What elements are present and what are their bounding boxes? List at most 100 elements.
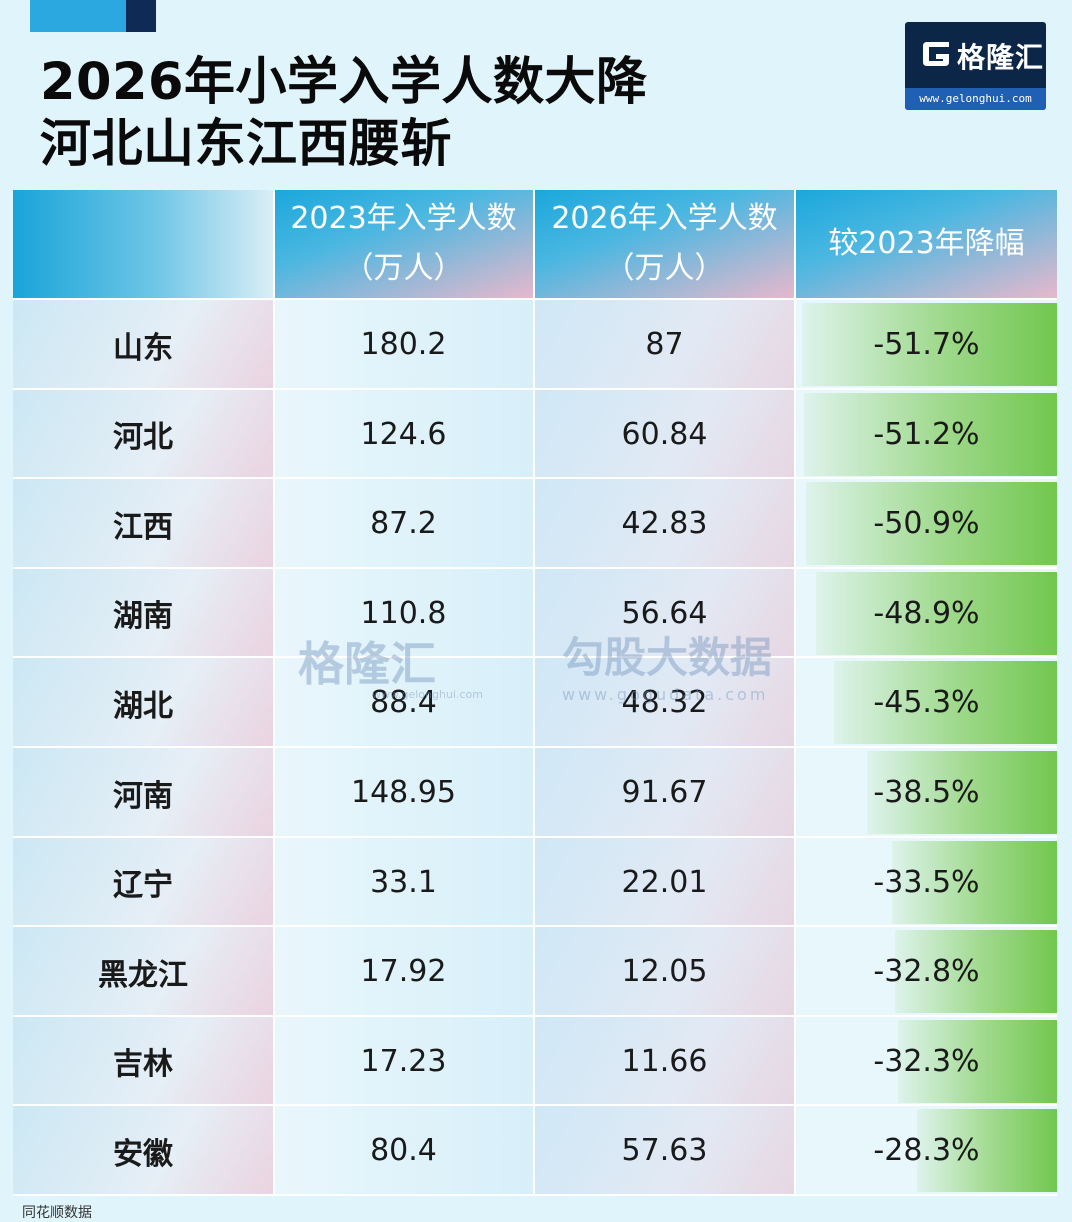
value-2026-cell: 60.84	[535, 389, 794, 479]
corner-accent-bar	[30, 0, 156, 32]
footer-source-text: 同花顺数据	[22, 1205, 92, 1221]
province-cell: 安徽	[13, 1106, 273, 1196]
decline-bar	[806, 482, 1057, 566]
decline-label: -51.7%	[873, 327, 980, 362]
value-2026-cell: 48.32	[535, 658, 794, 748]
row-divider	[13, 925, 1057, 928]
row-divider	[13, 1014, 1057, 1017]
decline-bar	[917, 1109, 1057, 1193]
header-cell-province	[13, 190, 273, 298]
table-row: 河南 148.95 91.67 -38.5%	[13, 748, 1057, 837]
decline-label: -51.2%	[873, 416, 980, 452]
value-2026-cell: 22.01	[535, 837, 794, 927]
header-line-1: 较2023年降幅	[828, 226, 1025, 261]
value-2023-cell: 88.4	[274, 658, 533, 748]
row-divider	[13, 835, 1057, 838]
decline-bar	[804, 392, 1057, 476]
decline-cell: -51.7%	[796, 300, 1057, 389]
column-divider	[273, 190, 275, 1196]
value-2026-cell: 87	[535, 300, 794, 389]
decline-label: -28.3%	[873, 1133, 980, 1169]
table-row: 山东 180.2 87 -51.7%	[13, 300, 1057, 389]
value-2026-cell: 42.83	[535, 479, 794, 569]
header-cell-decline: 较2023年降幅	[796, 190, 1057, 298]
table-row: 辽宁 33.1 22.01 -33.5%	[13, 837, 1057, 927]
value-2023-cell: 110.8	[274, 568, 533, 658]
decline-cell: -50.9%	[796, 479, 1057, 569]
decline-cell: -38.5%	[796, 748, 1057, 837]
row-divider	[13, 477, 1057, 480]
header-line-2: （万人）	[604, 251, 725, 286]
row-divider	[13, 1194, 1057, 1196]
decline-cell: -32.8%	[796, 927, 1057, 1017]
value-2023-cell: 180.2	[274, 300, 533, 389]
decline-label: -33.5%	[873, 864, 980, 900]
decline-cell: -32.3%	[796, 1016, 1057, 1106]
value-2026-cell: 57.63	[535, 1106, 794, 1196]
value-2026-cell: 56.64	[535, 568, 794, 658]
decline-label: -32.3%	[873, 1043, 980, 1079]
corner-accent-dark	[126, 0, 156, 32]
decline-bar	[892, 840, 1057, 924]
value-2026-cell: 11.66	[535, 1016, 794, 1106]
value-2023-cell: 87.2	[274, 479, 533, 569]
data-table: 2023年入学人数 （万人） 2026年入学人数 （万人） 较2023年降幅 山…	[13, 190, 1057, 1196]
decline-cell: -33.5%	[796, 837, 1057, 927]
decline-label: -50.9%	[873, 506, 980, 542]
decline-bar	[834, 661, 1057, 745]
value-2023-cell: 17.23	[274, 1016, 533, 1106]
province-cell: 湖南	[13, 568, 273, 658]
province-cell: 山东	[13, 300, 273, 389]
header-line-2: （万人）	[343, 251, 464, 286]
value-2023-cell: 80.4	[274, 1106, 533, 1196]
decline-label: -45.3%	[873, 685, 980, 721]
decline-bar	[802, 303, 1057, 386]
decline-cell: -51.2%	[796, 389, 1057, 479]
province-cell: 黑龙江	[13, 927, 273, 1017]
decline-bar	[816, 571, 1057, 655]
value-2026-cell: 12.05	[535, 927, 794, 1017]
decline-cell: -48.9%	[796, 568, 1057, 658]
page-title: 2026年小学入学人数大降 河北山东江西腰斩	[40, 52, 647, 176]
value-2023-cell: 33.1	[274, 837, 533, 927]
header-line-1: 2026年入学人数	[551, 201, 778, 236]
row-divider	[13, 298, 1057, 300]
header-cell-2026: 2026年入学人数 （万人）	[535, 190, 794, 298]
row-divider	[13, 387, 1057, 390]
logo-g-icon	[923, 42, 949, 66]
province-cell: 辽宁	[13, 837, 273, 927]
table-row: 湖北 88.4 48.32 -45.3%	[13, 658, 1057, 748]
row-divider	[13, 656, 1057, 659]
logo-brand-text: 格隆汇	[957, 41, 1045, 74]
table-row: 安徽 80.4 57.63 -28.3%	[13, 1106, 1057, 1196]
title-line-2: 河北山东江西腰斩	[40, 115, 453, 174]
title-line-1: 2026年小学入学人数大降	[40, 53, 648, 112]
province-cell: 河北	[13, 389, 273, 479]
logo-url-text: www.gelonghui.com	[905, 88, 1046, 110]
column-divider	[794, 190, 796, 1196]
table-row: 江西 87.2 42.83 -50.9%	[13, 479, 1057, 569]
province-cell: 江西	[13, 479, 273, 569]
decline-bar	[898, 1019, 1057, 1103]
row-divider	[13, 1104, 1057, 1107]
decline-label: -32.8%	[873, 954, 980, 990]
province-cell: 吉林	[13, 1016, 273, 1106]
decline-bar	[867, 751, 1057, 834]
value-2026-cell: 91.67	[535, 748, 794, 837]
table-row: 吉林 17.23 11.66 -32.3%	[13, 1016, 1057, 1106]
decline-bar	[895, 930, 1057, 1014]
decline-label: -48.9%	[873, 595, 980, 631]
gelonghui-logo: 格隆汇 www.gelonghui.com	[905, 22, 1046, 110]
header-cell-2023: 2023年入学人数 （万人）	[274, 190, 533, 298]
table-row: 河北 124.6 60.84 -51.2%	[13, 389, 1057, 479]
value-2023-cell: 17.92	[274, 927, 533, 1017]
province-cell: 河南	[13, 748, 273, 837]
value-2023-cell: 148.95	[274, 748, 533, 837]
table-row: 黑龙江 17.92 12.05 -32.8%	[13, 927, 1057, 1017]
row-divider	[13, 566, 1057, 569]
header-line-1: 2023年入学人数	[290, 201, 517, 236]
row-divider	[13, 746, 1057, 748]
decline-cell: -28.3%	[796, 1106, 1057, 1196]
decline-label: -38.5%	[873, 775, 980, 810]
decline-cell: -45.3%	[796, 658, 1057, 748]
